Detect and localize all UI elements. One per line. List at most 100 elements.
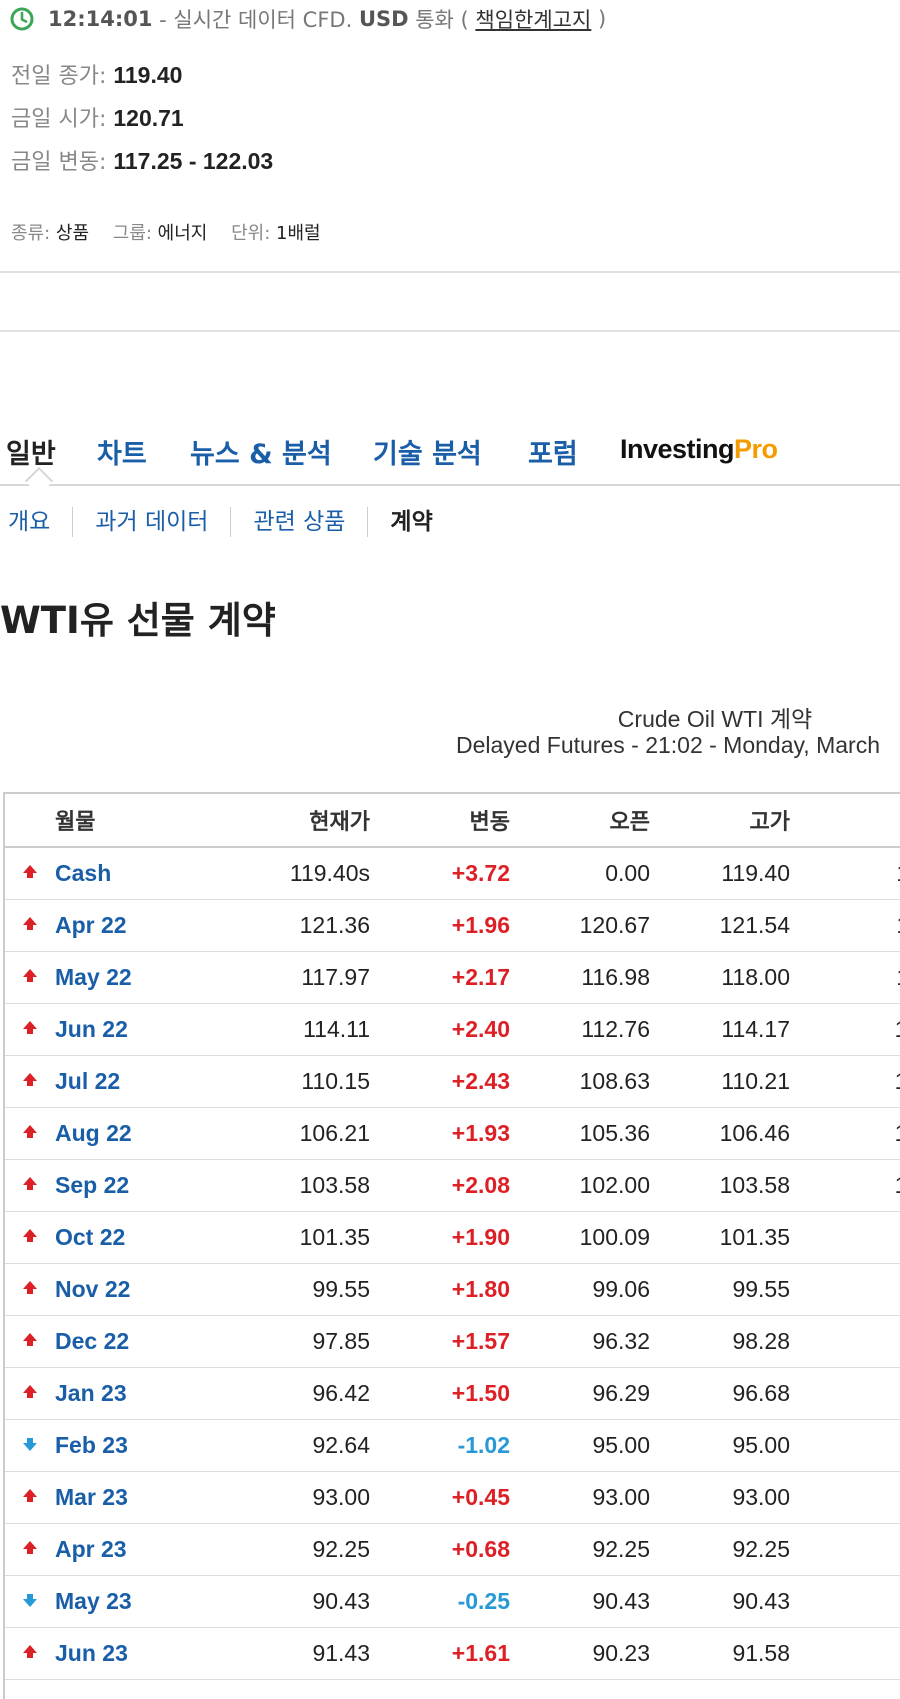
last-price: 117.97	[200, 951, 370, 1004]
price-change: +2.08	[370, 1159, 510, 1212]
arrow-up-icon	[5, 1211, 55, 1264]
subtab-historical-data[interactable]: 과거 데이터	[72, 507, 230, 537]
open-row: 금일 시가: 120.71	[11, 101, 184, 133]
high-price: 118.00	[650, 951, 790, 1004]
open-price: 102.00	[510, 1159, 650, 1212]
sub-tabs: 개요 과거 데이터 관련 상품 계약	[0, 504, 455, 540]
contract-month-link[interactable]: May 22	[55, 951, 200, 1004]
open-price: 108.63	[510, 1055, 650, 1108]
contract-month-link[interactable]: Aug 22	[55, 1107, 200, 1160]
low-price: 105.92	[790, 1055, 900, 1108]
arrow-up-icon	[5, 1471, 55, 1524]
price-change: -1.02	[370, 1419, 510, 1472]
page-title: WTI유 선물 계약	[0, 599, 276, 642]
high-price: 106.46	[650, 1107, 790, 1160]
tab-forum[interactable]: 포럼	[528, 439, 578, 470]
contracts-table-wrapper[interactable]: 월물 현재가 변동 오픈 고가 저가 Cash119.40s+3.720.001…	[3, 792, 900, 1699]
contract-month-link[interactable]: Mar 23	[55, 1471, 200, 1524]
arrow-down-icon	[5, 1419, 55, 1472]
contract-month-link[interactable]: Cash	[55, 847, 200, 900]
price-change: +2.43	[370, 1055, 510, 1108]
status-close-paren: )	[591, 7, 607, 31]
contract-month-link[interactable]: Jun 22	[55, 1003, 200, 1056]
header-last[interactable]: 현재가	[200, 794, 370, 848]
contract-month-link[interactable]: Oct 22	[55, 1211, 200, 1264]
last-price: 101.35	[200, 1211, 370, 1264]
subtab-overview[interactable]: 개요	[8, 509, 51, 535]
high-price: 96.68	[650, 1367, 790, 1420]
low-price: 98.35	[790, 1211, 900, 1264]
tab-technical[interactable]: 기술 분석	[373, 439, 482, 470]
contract-month-link[interactable]: Nov 22	[55, 1263, 200, 1316]
low-price: 92.64	[790, 1419, 900, 1472]
price-change: +0.68	[370, 1523, 510, 1576]
contract-month-link[interactable]: Dec 22	[55, 1315, 200, 1368]
price-change: -0.25	[370, 1575, 510, 1628]
group-value: 에너지	[157, 223, 208, 244]
open-label: 금일 시가:	[11, 107, 114, 132]
unit-value: 1배럴	[276, 223, 321, 244]
header-low[interactable]: 저가	[790, 794, 900, 848]
price-change: +1.93	[370, 1107, 510, 1160]
contract-month-link[interactable]: Apr 23	[55, 1523, 200, 1576]
contract-month-link[interactable]: May 23	[55, 1575, 200, 1628]
high-price: 90.43	[650, 1575, 790, 1628]
low-price: 96.44	[790, 1263, 900, 1316]
price-change: +1.61	[370, 1627, 510, 1680]
arrow-up-icon	[5, 847, 55, 900]
price-change: +1.80	[370, 1263, 510, 1316]
open-price: 100.09	[510, 1211, 650, 1264]
tab-general[interactable]: 일반	[6, 439, 56, 470]
open-price: 116.98	[510, 951, 650, 1004]
open-price: 96.32	[510, 1315, 650, 1368]
last-price: 90.43	[200, 1575, 370, 1628]
subtab-related[interactable]: 관련 상품	[230, 507, 367, 537]
last-price: 106.21	[200, 1107, 370, 1160]
price-change: +1.90	[370, 1211, 510, 1264]
tab-chart[interactable]: 차트	[97, 439, 147, 470]
arrow-up-icon	[5, 1055, 55, 1108]
low-price: 94.73	[790, 1315, 900, 1368]
contract-month-link[interactable]: Jun 23	[55, 1627, 200, 1680]
low-price: 100.64	[790, 1159, 900, 1212]
high-price: 98.28	[650, 1315, 790, 1368]
contract-month-link[interactable]: Jul 22	[55, 1055, 200, 1108]
last-price: 93.00	[200, 1471, 370, 1524]
price-change: +1.96	[370, 899, 510, 952]
contract-month-link[interactable]: Feb 23	[55, 1419, 200, 1472]
tab-news-analysis[interactable]: 뉴스 & 분석	[190, 439, 332, 470]
open-price: 90.43	[510, 1575, 650, 1628]
unit-label: 단위:	[231, 223, 276, 244]
arrow-up-icon	[5, 1263, 55, 1316]
high-price: 95.00	[650, 1419, 790, 1472]
disclaimer-link[interactable]: 책임한계고지	[475, 8, 592, 32]
contract-month-link[interactable]: Jan 23	[55, 1367, 200, 1420]
table-header-row: 월물 현재가 변동 오픈 고가 저가	[5, 794, 900, 848]
header-month[interactable]: 월물	[55, 794, 200, 848]
investingpro-logo[interactable]: InvestingPro	[620, 434, 778, 464]
open-price: 95.00	[510, 1419, 650, 1472]
contract-month-link[interactable]: Sep 22	[55, 1159, 200, 1212]
divider	[0, 271, 900, 273]
price-change: +2.40	[370, 1003, 510, 1056]
arrow-up-icon	[5, 1367, 55, 1420]
arrow-down-icon	[5, 1575, 55, 1628]
type-value: 상품	[55, 223, 90, 244]
contracts-table: 월물 현재가 변동 오픈 고가 저가 Cash119.40s+3.720.001…	[5, 794, 900, 1680]
arrow-up-icon	[5, 1315, 55, 1368]
contract-month-link[interactable]: Apr 22	[55, 899, 200, 952]
subtab-contracts[interactable]: 계약	[367, 507, 454, 537]
header-change[interactable]: 변동	[370, 794, 510, 848]
status-currency: USD	[358, 7, 409, 31]
header-open[interactable]: 오픈	[510, 794, 650, 848]
header-high[interactable]: 고가	[650, 794, 790, 848]
high-price: 93.00	[650, 1471, 790, 1524]
prev-close-value: 119.40	[113, 62, 183, 88]
